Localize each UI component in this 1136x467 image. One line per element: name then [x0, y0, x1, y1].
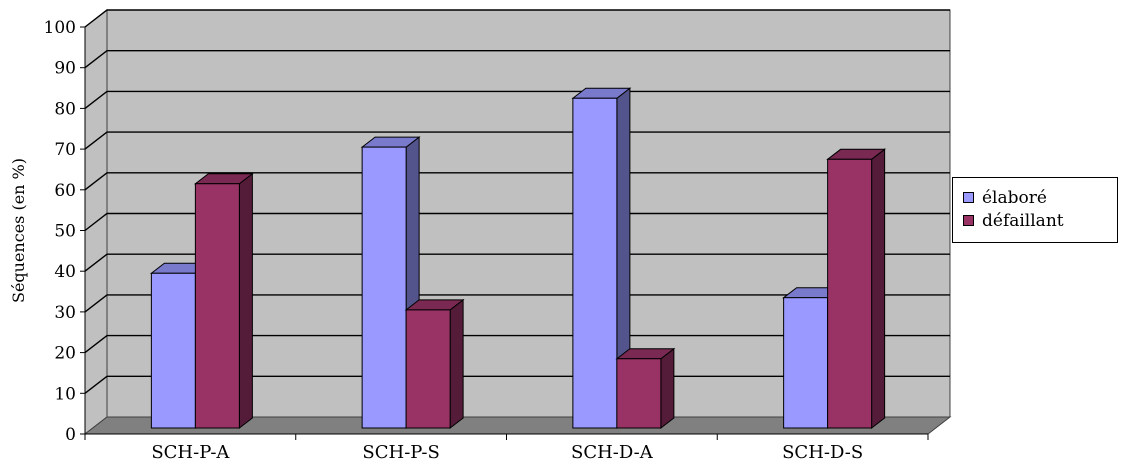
y-tick-label: 30	[54, 303, 76, 323]
y-tick-label: 20	[54, 344, 76, 364]
gridline	[84, 131, 950, 150]
y-tick-label: 100	[44, 18, 76, 38]
y-tick-label: 10	[54, 384, 76, 404]
y-tick-label: 50	[54, 222, 76, 242]
gridline	[84, 253, 950, 272]
bar-front	[150, 272, 196, 429]
x-tick-label: SCH-P-S	[362, 442, 439, 463]
bar-side	[238, 172, 253, 430]
bar-side	[871, 148, 886, 430]
bar	[571, 87, 632, 430]
bar-side	[660, 347, 675, 430]
gridline	[84, 294, 950, 313]
bar	[826, 148, 887, 430]
x-tick-label: SCH-P-A	[151, 442, 230, 463]
bar-front	[616, 358, 662, 429]
legend-label-elabore: élaboré	[982, 187, 1047, 208]
bar-side	[449, 298, 464, 430]
bar-front	[827, 158, 873, 429]
gridline	[84, 50, 950, 69]
y-tick-label: 90	[54, 59, 76, 79]
gridline	[84, 212, 950, 232]
y-axis-title: Séquences (en %)	[9, 158, 28, 303]
bar	[404, 298, 465, 430]
bar-front	[405, 309, 451, 429]
bar	[615, 347, 676, 430]
x-tick-label: SCH-D-S	[782, 442, 863, 463]
gridline	[84, 9, 950, 28]
gridlines	[84, 9, 950, 394]
y-tick-label: 40	[54, 262, 76, 282]
y-tick-label: 60	[54, 181, 76, 201]
legend-swatch-defaillant	[963, 215, 974, 226]
legend-item-defaillant: défaillant	[963, 209, 1117, 232]
legend-label-defaillant: défaillant	[982, 210, 1064, 231]
gridline	[84, 334, 950, 354]
y-tick-label: 70	[54, 140, 76, 160]
bar	[193, 172, 254, 430]
bar-front	[361, 146, 407, 429]
axes	[80, 26, 929, 440]
bar-front	[194, 183, 240, 429]
bar-front	[572, 97, 618, 429]
gridline	[84, 172, 950, 191]
legend: élaboré défaillant	[952, 177, 1118, 243]
bars	[149, 87, 887, 430]
legend-swatch-elabore	[963, 192, 974, 203]
axis-labels: 0 10 20 30 40 50 60 70 80 90 100 SCH-P-A SCH-P-S SCH-…	[9, 18, 863, 463]
x-tick-label: SCH-D-A	[571, 442, 654, 463]
y-tick-label: 80	[54, 99, 76, 119]
y-tick-label: 0	[65, 425, 76, 445]
gridline	[84, 90, 950, 109]
bar-front	[783, 297, 829, 429]
legend-item-elabore: élaboré	[963, 186, 1117, 209]
